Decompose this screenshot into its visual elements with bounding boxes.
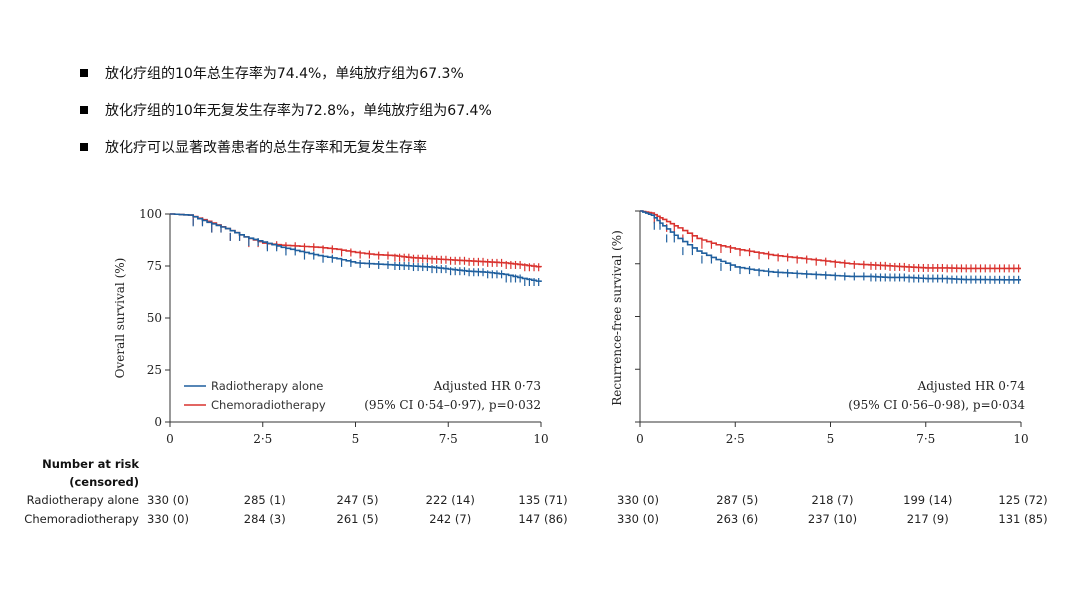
x-tick-label: 0 — [636, 432, 644, 446]
y-tick-label: 25 — [147, 363, 162, 377]
risk-value-chemoradiotherapy: 330 (0) — [617, 512, 659, 526]
risk-value-chemoradiotherapy: 284 (3) — [244, 512, 286, 526]
y-tick-label: 75 — [147, 259, 162, 273]
risk-value-chemoradiotherapy: 131 (85) — [998, 512, 1047, 526]
x-tick-label: 10 — [1013, 432, 1028, 446]
risk-value-radiotherapy: 287 (5) — [716, 493, 758, 507]
legend-radiotherapy: Radiotherapy alone — [211, 379, 323, 393]
risk-row-label-radiotherapy: Radiotherapy alone — [27, 493, 139, 507]
risk-value-chemoradiotherapy: 237 (10) — [808, 512, 857, 526]
annotation-line-1: Adjusted HR 0·74 — [917, 379, 1026, 393]
x-tick-label: 7·5 — [916, 432, 935, 446]
x-tick-label: 5 — [827, 432, 835, 446]
bullet-item: 放化疗组的10年无复发生存率为72.8%，单纯放疗组为67.4% — [80, 99, 492, 121]
risk-header-line-2: (censored) — [69, 475, 139, 489]
x-tick-label: 7·5 — [439, 432, 458, 446]
series-line-radiotherapy — [640, 210, 1021, 281]
risk-value-radiotherapy: 330 (0) — [147, 493, 189, 507]
risk-value-chemoradiotherapy: 147 (86) — [518, 512, 567, 526]
y-tick-label: 100 — [139, 207, 162, 221]
bullet-text: 放化疗组的10年无复发生存率为72.8%，单纯放疗组为67.4% — [105, 103, 492, 119]
annotation-line-2: (95% CI 0·54–0·97), p=0·032 — [364, 398, 541, 412]
y-tick-label: 0 — [154, 415, 162, 429]
bullet-square-icon — [80, 106, 88, 114]
x-tick-label: 2·5 — [726, 432, 745, 446]
y-axis-label: Recurrence-free survival (%) — [610, 230, 624, 406]
bullet-item: 放化疗可以显著改善患者的总生存率和无复发生存率 — [80, 136, 492, 158]
series-line-chemoradiotherapy — [640, 210, 1021, 270]
risk-row-label-chemoradiotherapy: Chemoradiotherapy — [24, 512, 139, 526]
y-tick-label: 50 — [147, 311, 162, 325]
annotation-line-1: Adjusted HR 0·73 — [433, 379, 541, 393]
bullet-list: 放化疗组的10年总生存率为74.4%，单纯放疗组为67.3% 放化疗组的10年无… — [80, 62, 492, 173]
risk-table: Number at risk (censored) Radiotherapy a… — [24, 457, 139, 526]
bullet-text: 放化疗可以显著改善患者的总生存率和无复发生存率 — [105, 140, 427, 156]
recurrence-free-survival-chart: Recurrence-free survival (%) Adjusted HR… — [610, 210, 1048, 526]
x-tick-label: 0 — [166, 432, 174, 446]
risk-value-radiotherapy: 218 (7) — [812, 493, 854, 507]
bullet-text: 放化疗组的10年总生存率为74.4%，单纯放疗组为67.3% — [105, 66, 464, 82]
risk-value-chemoradiotherapy: 217 (9) — [907, 512, 949, 526]
risk-value-radiotherapy: 135 (71) — [518, 493, 567, 507]
annotation-line-2: (95% CI 0·56–0·98), p=0·034 — [848, 398, 1025, 412]
x-tick-label: 2·5 — [253, 432, 272, 446]
x-tick-label: 5 — [352, 432, 360, 446]
risk-value-chemoradiotherapy: 330 (0) — [147, 512, 189, 526]
risk-value-radiotherapy: 247 (5) — [337, 493, 379, 507]
risk-header-line-1: Number at risk — [42, 457, 139, 471]
risk-value-chemoradiotherapy: 242 (7) — [429, 512, 471, 526]
risk-value-chemoradiotherapy: 261 (5) — [337, 512, 379, 526]
bullet-square-icon — [80, 69, 88, 77]
risk-value-radiotherapy: 125 (72) — [998, 493, 1047, 507]
bullet-item: 放化疗组的10年总生存率为74.4%，单纯放疗组为67.3% — [80, 62, 492, 84]
risk-value-radiotherapy: 285 (1) — [244, 493, 286, 507]
y-axis-label: Overall survival (%) — [113, 258, 127, 379]
legend-chemoradiotherapy: Chemoradiotherapy — [211, 398, 326, 412]
x-tick-label: 10 — [533, 432, 548, 446]
bullet-square-icon — [80, 143, 88, 151]
overall-survival-chart: Overall survival (%) Adjusted HR 0·73 (9… — [113, 207, 568, 526]
risk-value-radiotherapy: 222 (14) — [426, 493, 475, 507]
risk-value-radiotherapy: 330 (0) — [617, 493, 659, 507]
risk-value-chemoradiotherapy: 263 (6) — [716, 512, 758, 526]
risk-value-radiotherapy: 199 (14) — [903, 493, 952, 507]
series-line-radiotherapy — [170, 213, 542, 283]
series-line-chemoradiotherapy — [170, 213, 542, 268]
